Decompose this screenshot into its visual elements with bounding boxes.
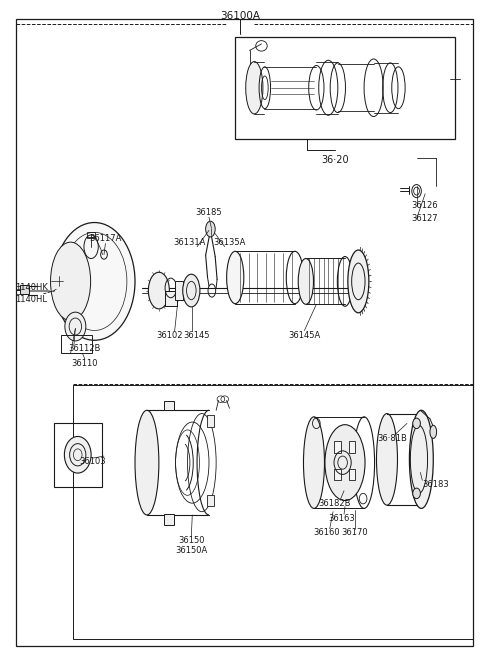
- Text: 36182B: 36182B: [318, 499, 351, 509]
- Ellipse shape: [205, 221, 215, 237]
- Bar: [349, 468, 356, 480]
- Text: 36110: 36110: [72, 359, 98, 368]
- Text: 36135A: 36135A: [213, 238, 246, 246]
- Bar: [206, 495, 214, 507]
- Bar: [87, 232, 95, 238]
- Bar: [21, 285, 29, 294]
- Ellipse shape: [135, 410, 159, 515]
- Bar: [61, 335, 92, 353]
- Ellipse shape: [376, 413, 397, 505]
- Text: 36145A: 36145A: [288, 330, 321, 340]
- Bar: [73, 386, 473, 639]
- Ellipse shape: [298, 258, 313, 304]
- Text: 36160: 36160: [313, 528, 340, 537]
- Text: 36145: 36145: [183, 330, 209, 340]
- Bar: [235, 37, 455, 139]
- Text: 36170: 36170: [341, 528, 368, 537]
- Circle shape: [413, 488, 420, 499]
- Bar: [175, 281, 183, 300]
- Bar: [206, 415, 214, 426]
- Ellipse shape: [325, 424, 365, 501]
- Text: 36·20: 36·20: [322, 154, 349, 165]
- Ellipse shape: [148, 272, 169, 309]
- Text: 36131A: 36131A: [174, 238, 206, 246]
- Ellipse shape: [54, 223, 135, 340]
- Bar: [54, 422, 102, 487]
- Text: 36·81B: 36·81B: [378, 434, 408, 443]
- Ellipse shape: [409, 410, 433, 509]
- Text: 36102: 36102: [156, 330, 182, 340]
- Text: 36126: 36126: [411, 201, 437, 210]
- Text: 36127: 36127: [411, 214, 437, 223]
- Circle shape: [65, 312, 86, 341]
- Ellipse shape: [246, 62, 263, 114]
- Ellipse shape: [303, 417, 324, 509]
- Ellipse shape: [64, 436, 91, 473]
- Ellipse shape: [227, 251, 244, 304]
- Bar: [349, 441, 356, 453]
- Text: 36100A: 36100A: [220, 11, 260, 21]
- Ellipse shape: [348, 250, 369, 313]
- Text: 36185: 36185: [196, 208, 222, 217]
- Bar: [164, 514, 174, 525]
- Text: 36150A: 36150A: [175, 547, 207, 555]
- Text: 36117A: 36117A: [90, 234, 122, 242]
- Text: 36112B: 36112B: [68, 344, 101, 353]
- Text: 36183: 36183: [422, 480, 449, 489]
- Ellipse shape: [50, 242, 91, 321]
- Ellipse shape: [430, 425, 437, 438]
- Text: 1140HK: 1140HK: [15, 283, 48, 292]
- Text: 1140HL: 1140HL: [15, 294, 47, 304]
- Text: 36150: 36150: [178, 536, 204, 545]
- Bar: [165, 291, 177, 306]
- Bar: [335, 441, 341, 453]
- Ellipse shape: [183, 274, 200, 307]
- Text: 36163: 36163: [329, 514, 356, 523]
- Bar: [165, 291, 177, 306]
- Circle shape: [413, 418, 420, 428]
- Bar: [335, 468, 341, 480]
- Text: 36103: 36103: [80, 457, 107, 466]
- Bar: [164, 401, 174, 410]
